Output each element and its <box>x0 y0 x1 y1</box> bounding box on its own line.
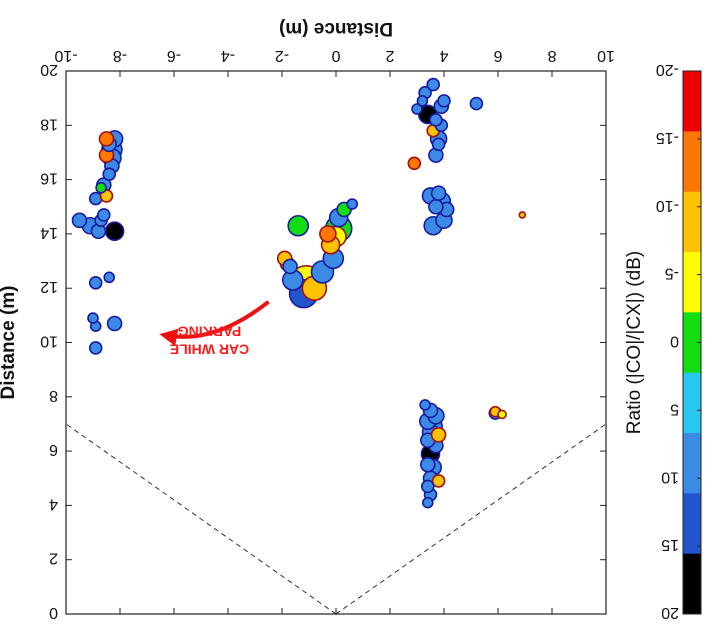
y-tick-label: 6 <box>49 441 58 458</box>
data-point <box>282 258 298 275</box>
y-axis-title: Distance (m) <box>0 285 19 399</box>
data-point <box>102 167 117 181</box>
y-tick-label: 12 <box>40 278 58 295</box>
x-tick-label: -6 <box>167 47 181 64</box>
colorbar-segment <box>683 372 701 433</box>
y-axis-ticks: 0 2 4 6 8 10 12 14 16 18 20 <box>40 61 606 621</box>
colorbar-tick-label: 20 <box>661 604 679 621</box>
data-point <box>88 275 103 290</box>
field-of-view-lines <box>65 423 607 615</box>
colorbar-label: Ratio (|CO|/|CX|) (dB) <box>624 251 645 434</box>
colorbar-tick-label: -5 <box>665 265 679 282</box>
data-point <box>428 198 444 215</box>
colorbar-segment <box>683 251 701 313</box>
data-point <box>430 185 447 201</box>
data-point <box>416 95 429 107</box>
data-point <box>88 341 103 355</box>
x-tick-label: 2 <box>385 47 394 64</box>
x-tick-label: 0 <box>331 47 340 64</box>
colorbar-tick-label: -10 <box>656 197 679 214</box>
y-tick-label: 20 <box>40 61 58 78</box>
data-point <box>420 479 435 494</box>
colorbar-segment <box>683 70 701 132</box>
data-point <box>103 271 116 284</box>
colorbar-segment <box>683 432 701 494</box>
data-point <box>106 315 123 332</box>
data-point <box>411 103 423 115</box>
data-point <box>431 137 446 152</box>
data-point <box>497 409 507 420</box>
x-tick-label: 4 <box>439 47 448 64</box>
x-tick-label: 10 <box>597 47 615 64</box>
colorbar-segment <box>683 191 701 252</box>
data-point <box>407 156 422 171</box>
colorbar-ticks: -20 -15 -10 -5 0 5 10 15 20 <box>656 61 701 621</box>
data-point <box>287 214 310 237</box>
data-point <box>430 427 447 443</box>
data-point <box>518 211 527 219</box>
data-point <box>437 94 451 108</box>
data-point <box>431 474 446 488</box>
colorbar-segment <box>683 130 701 192</box>
y-tick-label: 4 <box>49 495 58 512</box>
annotation-text-line-2: PARKING <box>178 323 242 339</box>
fov-line-1 <box>65 423 337 615</box>
data-point <box>426 77 441 92</box>
y-tick-label: 0 <box>49 604 58 621</box>
data-point <box>469 96 484 111</box>
x-tick-label: -4 <box>221 47 235 64</box>
annotation-group: CAR WHILE PARKING <box>159 300 270 357</box>
x-tick-label: -8 <box>113 47 127 64</box>
colorbar-tick-label: -15 <box>656 129 679 146</box>
colorbar-tick-label: 10 <box>661 468 679 485</box>
x-tick-label: 6 <box>493 47 502 64</box>
data-point <box>95 181 107 194</box>
colorbar-segment <box>683 553 701 614</box>
colorbar-segment <box>683 311 701 373</box>
y-tick-label: 8 <box>49 387 58 404</box>
x-tick-label: -2 <box>275 47 289 64</box>
y-tick-label: 10 <box>40 333 58 350</box>
y-tick-label: 16 <box>40 170 58 187</box>
fov-line-2 <box>335 423 607 615</box>
x-tick-label: -10 <box>54 47 77 64</box>
y-tick-label: 2 <box>49 550 58 567</box>
colorbar-tick-label: 15 <box>661 536 679 553</box>
data-point <box>319 225 337 243</box>
colorbar-tick-label: 5 <box>670 400 679 417</box>
data-point <box>87 312 99 324</box>
colorbar-tick-label: 0 <box>670 333 679 350</box>
data-point <box>71 212 88 229</box>
x-tick-label: 8 <box>547 47 556 64</box>
annotation-text-line-1: CAR WHILE <box>170 341 249 357</box>
data-point <box>421 496 434 509</box>
annotation-arrowhead <box>159 328 179 347</box>
scatter-points <box>71 77 527 509</box>
x-axis-title: Distance (m) <box>279 18 393 39</box>
data-point <box>346 198 359 210</box>
plot-frame <box>65 70 607 615</box>
y-tick-label: 18 <box>40 115 58 132</box>
y-tick-label: 14 <box>40 224 58 241</box>
data-point <box>104 221 125 241</box>
data-point <box>98 131 115 147</box>
data-point <box>429 113 443 127</box>
data-point <box>96 208 111 222</box>
data-point <box>419 456 436 473</box>
colorbar-tick-label: -20 <box>656 61 679 78</box>
colorbar-segment <box>683 492 701 554</box>
x-axis-ticks: 10 8 6 4 2 0 -2 -4 -6 -8 -10 <box>54 47 615 614</box>
colorbar <box>682 70 702 615</box>
data-point <box>419 399 431 411</box>
